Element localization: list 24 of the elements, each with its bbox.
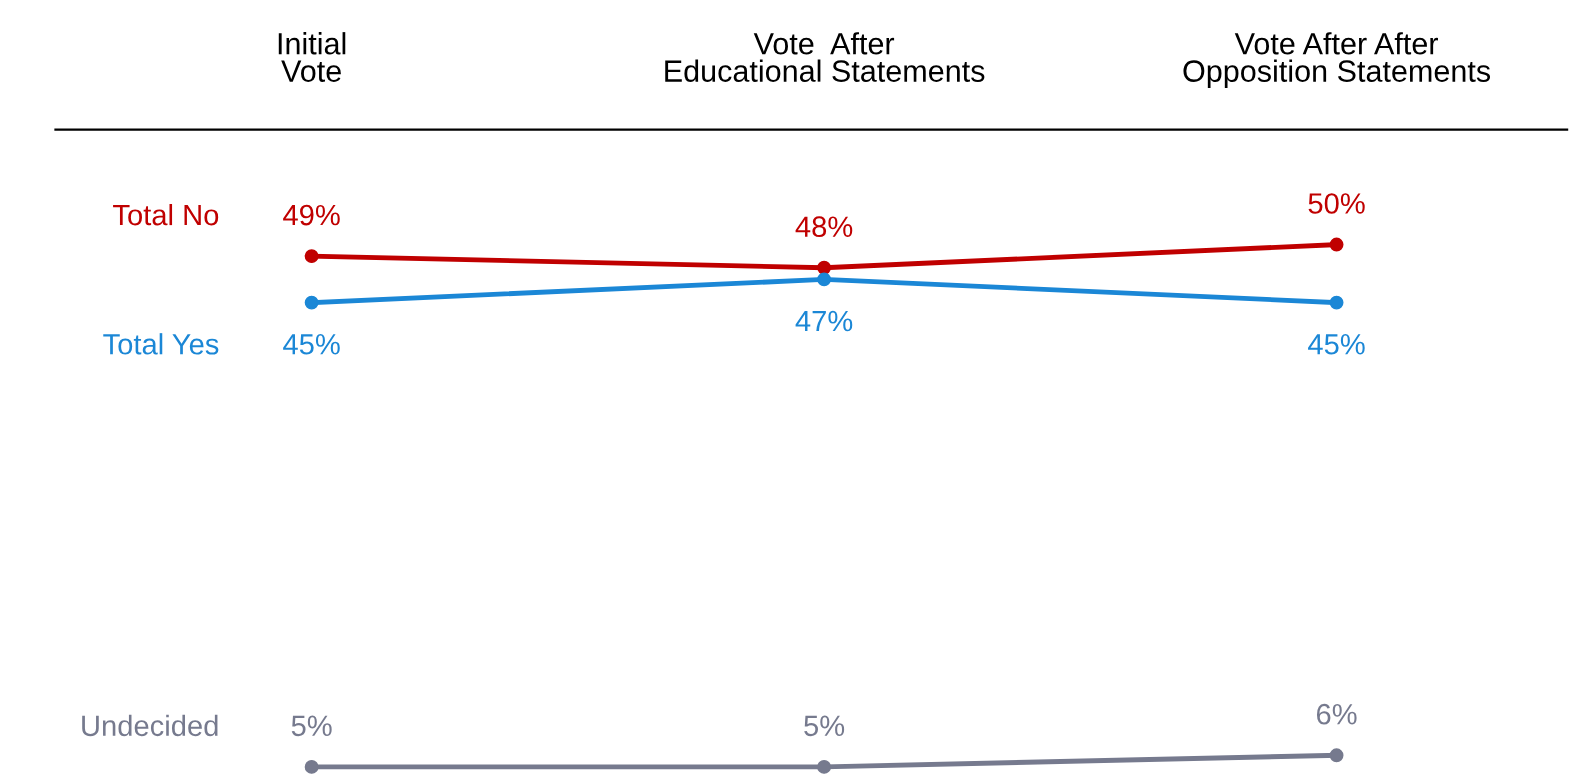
point xyxy=(817,260,832,275)
text: Undecided xyxy=(82,714,218,737)
data-label: 50% xyxy=(1308,193,1365,214)
data-label: 47% xyxy=(795,310,853,332)
text: Total Yes xyxy=(103,333,219,355)
x-tick-label: Initial Vote xyxy=(278,32,346,82)
data-label: 5% xyxy=(804,715,845,737)
x-tick-label: Vote After After Opposition Statements xyxy=(1183,32,1491,88)
point xyxy=(1329,237,1344,252)
data-label: 48% xyxy=(795,216,853,238)
point xyxy=(817,272,832,287)
data-label: 6% xyxy=(1316,703,1357,725)
point xyxy=(304,295,319,310)
data-label: 49% xyxy=(283,204,340,226)
point xyxy=(1329,748,1344,763)
point xyxy=(817,759,832,774)
data-label: 5% xyxy=(291,715,332,737)
point xyxy=(1329,295,1344,310)
data-label: 45% xyxy=(283,334,340,355)
x-tick-label: Vote After Educational Statements xyxy=(665,32,985,82)
data-label: 45% xyxy=(1308,334,1365,355)
point xyxy=(304,249,319,264)
point xyxy=(304,759,319,774)
text: Total No xyxy=(113,203,219,226)
